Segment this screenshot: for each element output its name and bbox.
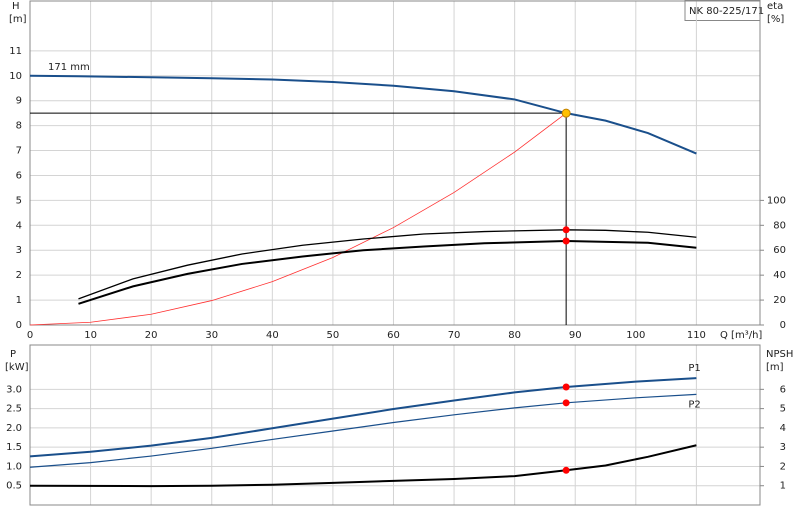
x-tick-label: 30: [205, 330, 218, 341]
curve: [78, 229, 697, 300]
y-tick-label: 1.5: [6, 442, 22, 453]
y-tick-label: 5: [16, 195, 22, 206]
y2-tick-label: 1: [780, 481, 786, 492]
curve: [29, 112, 567, 326]
y-tick-label: 2.0: [6, 423, 22, 434]
y-tick-label: 7: [16, 146, 22, 157]
y-tick-label: 0: [16, 320, 22, 331]
y2-axis-label: NPSH: [766, 349, 793, 360]
x-axis-label: Q [m³/h]: [720, 330, 762, 341]
y2-tick-label: 80: [773, 220, 786, 231]
curve-label: P2: [688, 399, 700, 410]
y-tick-label: 3: [16, 245, 22, 256]
curve-marker: [562, 466, 570, 474]
curve: [29, 393, 697, 468]
curve-marker: [562, 226, 570, 234]
y2-tick-label: 2: [780, 461, 786, 472]
x-tick-label: 110: [687, 330, 706, 341]
y2-tick-label: 4: [780, 423, 786, 434]
y2-tick-label: 3: [780, 442, 786, 453]
y2-tick-label: 60: [773, 245, 786, 256]
curve-label: P1: [688, 363, 700, 374]
curve-marker: [562, 399, 570, 407]
curve: [29, 377, 697, 458]
duty-point: [561, 108, 571, 118]
y-tick-label: 10: [9, 71, 22, 82]
y-axis-label: P: [10, 349, 16, 360]
y2-tick-label: 0: [780, 320, 786, 331]
plot-frame: [29, 344, 761, 506]
y-tick-label: 2: [16, 270, 22, 281]
x-tick-label: 10: [84, 330, 97, 341]
x-tick-label: 100: [626, 330, 645, 341]
chart-title: NK 80-225/171: [689, 6, 764, 17]
curve-marker: [562, 237, 570, 245]
curve: [29, 74, 697, 155]
y-axis-label: H: [12, 1, 20, 12]
x-tick-label: 40: [266, 330, 279, 341]
plot-frame: [29, 0, 761, 326]
y-tick-label: 4: [16, 220, 22, 231]
x-tick-label: 70: [448, 330, 461, 341]
curve: [78, 240, 697, 305]
x-tick-label: 0: [27, 330, 33, 341]
y-tick-label: 11: [9, 46, 22, 57]
y2-axis-label: eta: [767, 1, 783, 12]
y2-tick-label: 20: [773, 295, 786, 306]
y2-tick-label: 100: [767, 195, 786, 206]
y-tick-label: 6: [16, 170, 22, 181]
y2-tick-label: 6: [780, 384, 786, 395]
y-tick-label: 0.5: [6, 481, 22, 492]
y2-axis-unit: [%]: [767, 14, 784, 25]
y-tick-label: 1.0: [6, 461, 22, 472]
y-tick-label: 2.5: [6, 404, 22, 415]
impeller-annotation: 171 mm: [48, 62, 90, 73]
y-tick-label: 9: [16, 96, 22, 107]
y2-tick-label: 40: [773, 270, 786, 281]
curve-marker: [562, 383, 570, 391]
y2-tick-label: 5: [780, 404, 786, 415]
y-axis-unit: [m]: [9, 14, 27, 25]
y-tick-label: 3.0: [6, 384, 22, 395]
curve: [29, 444, 697, 488]
y-tick-label: 1: [16, 295, 22, 306]
x-tick-label: 60: [387, 330, 400, 341]
x-tick-label: 80: [508, 330, 521, 341]
y-tick-label: 8: [16, 121, 22, 132]
x-tick-label: 20: [145, 330, 158, 341]
y-axis-unit: [kW]: [5, 362, 29, 373]
y2-axis-unit: [m]: [766, 362, 784, 373]
x-tick-label: 90: [569, 330, 582, 341]
x-tick-label: 50: [327, 330, 340, 341]
